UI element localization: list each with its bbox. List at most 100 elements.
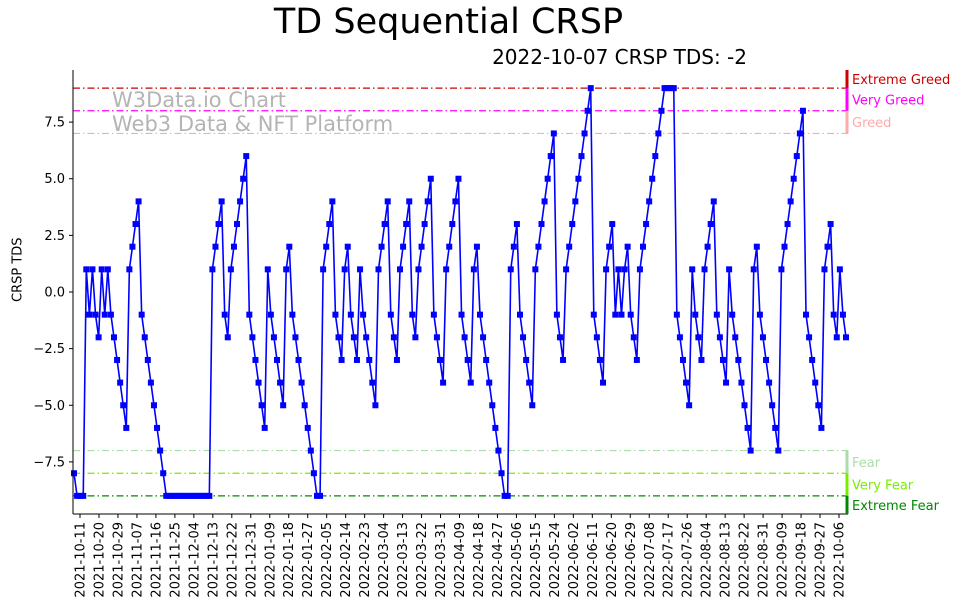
data-point — [154, 424, 161, 431]
data-point — [723, 379, 730, 386]
data-point — [563, 266, 570, 273]
y-tick-label: 7.5 — [44, 116, 65, 131]
data-point — [593, 334, 600, 341]
data-point — [498, 470, 505, 477]
data-point — [212, 243, 219, 250]
data-point — [716, 334, 723, 341]
data-point — [353, 356, 360, 363]
data-point — [572, 198, 579, 205]
x-tick-label: 2022-09-09 — [776, 522, 791, 598]
data-point — [692, 311, 699, 318]
data-point — [390, 334, 397, 341]
data-point — [415, 266, 422, 273]
data-point — [437, 356, 444, 363]
data-point — [403, 221, 410, 228]
chart-title: TD Sequential CRSP — [273, 2, 624, 42]
data-point — [107, 311, 114, 318]
data-point — [769, 402, 776, 409]
data-point — [492, 424, 499, 431]
data-point — [809, 356, 816, 363]
data-point — [544, 175, 551, 182]
data-point — [123, 424, 130, 431]
y-tick-label: 2.5 — [44, 229, 65, 244]
data-point — [560, 356, 567, 363]
data-point — [138, 311, 145, 318]
data-point — [181, 492, 188, 499]
data-point — [569, 221, 576, 228]
data-point — [175, 492, 182, 499]
data-point — [313, 492, 320, 499]
watermark-line-1: W3Data.io Chart — [112, 88, 287, 112]
data-point — [172, 492, 179, 499]
data-point — [489, 402, 496, 409]
data-point — [218, 198, 225, 205]
data-point — [412, 334, 419, 341]
data-point — [274, 356, 280, 363]
data-point — [381, 221, 388, 228]
data-point — [636, 266, 643, 273]
data-point — [372, 402, 379, 409]
data-point — [473, 243, 480, 250]
axes: −7.5 −5.0 −2.5 0.0 2.5 5.0 7.5 2021-10-11 2021-1… — [33, 70, 848, 598]
data-point — [735, 356, 742, 363]
data-point — [501, 492, 508, 499]
data-point — [707, 221, 714, 228]
data-point — [510, 243, 517, 250]
data-point — [329, 198, 336, 205]
data-point — [526, 379, 533, 386]
data-point — [347, 311, 354, 318]
data-point — [713, 311, 720, 318]
x-tick-label: 2022-06-02 — [567, 522, 582, 598]
data-point — [255, 379, 262, 386]
y-tick-label: 0.0 — [44, 286, 65, 301]
data-point — [89, 266, 96, 273]
data-point — [772, 424, 779, 431]
data-point — [295, 356, 302, 363]
data-point — [550, 130, 557, 137]
data-point — [117, 379, 124, 386]
data-point — [538, 221, 545, 228]
data-point — [818, 424, 825, 431]
data-point — [234, 221, 241, 228]
data-point — [741, 402, 748, 409]
x-tick-label: 2022-02-05 — [320, 522, 335, 598]
data-point — [150, 402, 157, 409]
data-point — [689, 266, 696, 273]
data-point — [566, 243, 573, 250]
data-point — [424, 198, 431, 205]
data-point — [483, 356, 490, 363]
data-point — [581, 130, 588, 137]
data-point — [304, 424, 311, 431]
data-point — [547, 153, 554, 160]
x-tick-label: 2021-12-22 — [225, 522, 240, 598]
data-point — [221, 311, 228, 318]
x-tick-label: 2022-08-04 — [700, 522, 715, 598]
data-point — [144, 356, 151, 363]
data-point — [71, 470, 77, 477]
data-point — [461, 334, 468, 341]
data-point — [277, 379, 284, 386]
data-point — [670, 85, 677, 92]
data-point — [427, 175, 434, 182]
data-point — [836, 266, 843, 273]
data-point — [753, 243, 760, 250]
data-point — [679, 356, 686, 363]
data-point — [187, 492, 194, 499]
data-point — [676, 334, 683, 341]
data-point — [812, 379, 819, 386]
data-point — [806, 334, 813, 341]
data-point — [455, 175, 462, 182]
data-point — [704, 243, 711, 250]
data-point — [209, 266, 216, 273]
data-point — [775, 447, 782, 454]
data-point — [649, 175, 656, 182]
x-tick-label: 2022-03-22 — [415, 522, 430, 598]
data-point — [516, 311, 523, 318]
data-point — [184, 492, 191, 499]
data-point — [98, 266, 105, 273]
data-point — [443, 266, 450, 273]
x-tick-label: 2021-12-31 — [244, 522, 259, 598]
data-point — [157, 447, 164, 454]
x-tick-label: 2022-07-08 — [643, 522, 658, 598]
